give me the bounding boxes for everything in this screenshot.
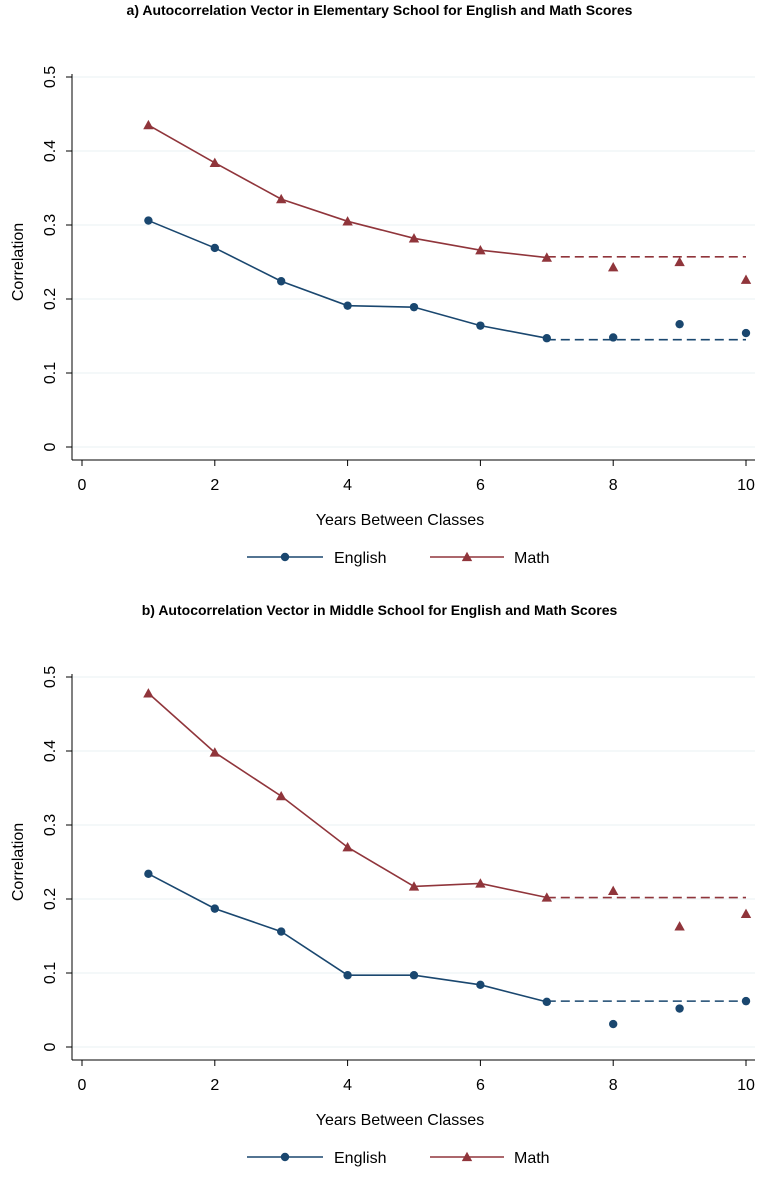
data-point-triangle [740, 274, 752, 284]
data-point-triangle [143, 119, 154, 130]
data-point-circle [280, 552, 290, 562]
gridlines [72, 76, 755, 448]
x-tick-label: 8 [609, 1077, 618, 1094]
y-tick-label: 0.2 [42, 288, 59, 310]
x-tick-label: 10 [737, 1077, 755, 1094]
y-tick-label: 0.1 [42, 362, 59, 384]
data-point-triangle [143, 688, 154, 698]
data-point-triangle [342, 216, 353, 226]
x-tick-label: 6 [476, 1077, 485, 1094]
data-point-triangle [608, 885, 619, 896]
series-math [143, 688, 752, 931]
data-point-triangle [408, 233, 420, 243]
data-point-triangle [209, 157, 220, 167]
data-point-triangle [342, 842, 353, 852]
legend: English Math [247, 550, 550, 567]
x-tick-label: 4 [343, 477, 352, 494]
y-tick-label: 0.5 [42, 66, 59, 88]
data-point-triangle [674, 256, 685, 267]
data-point-triangle [674, 921, 685, 931]
data-point-circle [675, 319, 684, 329]
data-point-circle [144, 869, 153, 879]
data-point-circle [409, 971, 419, 980]
x-tick-label: 0 [78, 477, 87, 494]
chart-panel-b: b) Autocorrelation Vector in Middle Scho… [0, 600, 759, 1200]
data-point-circle [609, 1019, 618, 1029]
x-tick-label: 0 [78, 1077, 87, 1094]
y-tick-label: 0.4 [42, 140, 59, 162]
data-point-triangle [541, 892, 552, 902]
series-english [144, 216, 751, 343]
data-point-circle [741, 328, 751, 338]
data-point-triangle [209, 747, 220, 757]
series-math [143, 119, 752, 284]
data-point-circle [409, 302, 419, 312]
x-tick-label: 2 [210, 477, 219, 494]
x-axis-title: Years Between Classes [316, 512, 484, 529]
legend-label: Math [514, 550, 550, 567]
data-point-circle [280, 1152, 290, 1162]
data-point-triangle [276, 193, 287, 204]
chart-title: b) Autocorrelation Vector in Middle Scho… [141, 602, 618, 618]
y-tick-label: 0.3 [42, 814, 59, 836]
y-axis-title: Correlation [10, 223, 27, 301]
data-point-circle [277, 927, 286, 936]
y-tick-label: 0.4 [42, 740, 59, 762]
data-point-triangle [461, 551, 473, 562]
x-tick-label: 8 [609, 477, 618, 494]
y-tick-label: 0 [42, 442, 59, 451]
data-point-triangle [740, 908, 752, 918]
y-tick-label: 0.5 [42, 666, 59, 688]
chart-panel-a: a) Autocorrelation Vector in Elementary … [10, 2, 755, 567]
data-point-circle [476, 980, 485, 990]
data-point-triangle [461, 1151, 473, 1162]
y-axis-title: Correlation [10, 823, 27, 901]
data-point-triangle [408, 881, 420, 891]
y-tick-label: 0.1 [42, 962, 59, 984]
data-point-triangle [541, 252, 552, 262]
data-point-circle [343, 301, 352, 310]
legend-label: English [334, 1150, 386, 1167]
x-tick-label: 4 [343, 1077, 352, 1094]
legend: English Math [247, 1150, 550, 1167]
data-point-circle [277, 277, 286, 286]
legend-label: Math [514, 1150, 550, 1167]
data-point-circle [210, 243, 219, 253]
data-point-circle [741, 996, 751, 1006]
series-line [148, 124, 547, 259]
chart-svg: 0 0.1 0.2 0.3 0.4 0.5 0 2 4 6 8 10 Correlation Years … [10, 66, 755, 567]
data-point-circle [343, 971, 352, 980]
data-point-circle [609, 333, 618, 342]
chart-svg: 0 0.1 0.2 0.3 0.4 0.5 0 2 4 6 8 10 Correlation Years … [10, 666, 755, 1167]
data-point-triangle [475, 244, 486, 255]
data-point-triangle [608, 261, 619, 272]
x-axis-title: Years Between Classes [316, 1112, 484, 1129]
data-point-circle [542, 997, 551, 1007]
series-line [148, 219, 547, 340]
y-tick-label: 0 [42, 1042, 59, 1051]
legend-label: English [334, 550, 386, 567]
x-tick-label: 2 [210, 1077, 219, 1094]
y-tick-label: 0.2 [42, 888, 59, 910]
series-english [144, 869, 751, 1029]
series-line [147, 692, 547, 899]
data-point-circle [542, 334, 551, 343]
data-point-circle [144, 216, 153, 225]
gridlines [72, 676, 755, 1048]
data-point-triangle [475, 878, 486, 888]
x-tick-label: 10 [737, 477, 755, 494]
data-point-triangle [276, 790, 287, 801]
x-tick-label: 6 [476, 477, 485, 494]
data-point-circle [476, 321, 485, 330]
data-point-circle [675, 1004, 684, 1013]
y-tick-label: 0.3 [42, 214, 59, 236]
series-line [148, 873, 547, 1003]
data-point-circle [210, 904, 219, 913]
chart-title: a) Autocorrelation Vector in Elementary … [126, 2, 633, 18]
